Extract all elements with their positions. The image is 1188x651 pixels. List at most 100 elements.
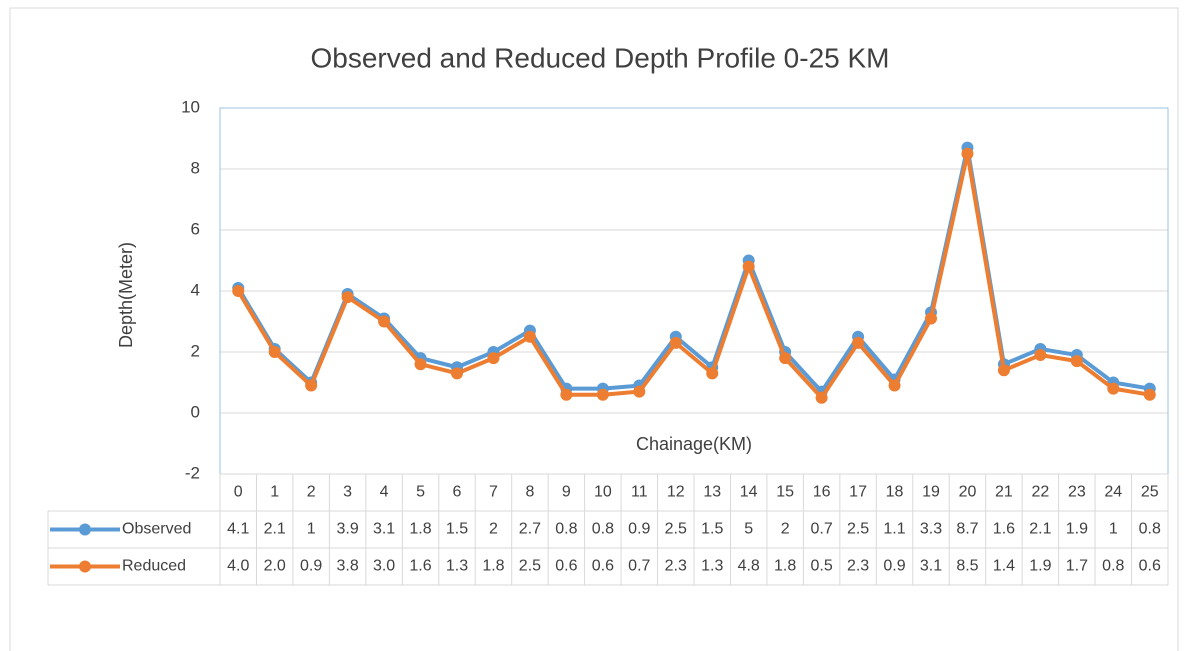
table-value: 1 (1109, 521, 1118, 538)
table-value: 1.6 (993, 521, 1015, 538)
table-value: 4.0 (227, 558, 249, 575)
chart-title: Observed and Reduced Depth Profile 0-25 … (311, 42, 890, 73)
x-tick-label: 5 (416, 484, 425, 501)
table-value: 2.5 (665, 521, 687, 538)
x-tick-label: 6 (453, 484, 462, 501)
series-line (236, 145, 1151, 394)
point (1034, 349, 1047, 362)
point (1070, 355, 1083, 368)
table-value: 4.1 (227, 521, 249, 538)
y-tick-label: 10 (181, 97, 200, 116)
y-tick-label: 8 (191, 158, 200, 177)
x-tick-label: 16 (813, 484, 831, 501)
table-value: 0.7 (628, 558, 650, 575)
table-value: 0.6 (592, 558, 614, 575)
x-tick-label: 19 (922, 484, 940, 501)
table-value: 0.8 (1102, 558, 1124, 575)
table-value: 8.7 (956, 521, 978, 538)
x-tick-label: 20 (959, 484, 977, 501)
point (414, 358, 427, 371)
table-value: 2.5 (847, 521, 869, 538)
point (451, 367, 463, 380)
point (742, 260, 755, 273)
table-value: 1.1 (883, 521, 905, 538)
table-value: 1.5 (701, 521, 723, 538)
table-value: 0.9 (883, 558, 905, 575)
point (596, 388, 609, 401)
x-tick-label: 17 (849, 484, 867, 501)
table-value: 2.1 (264, 521, 286, 538)
x-tick-label: 9 (562, 484, 571, 501)
y-tick-label: -2 (185, 463, 200, 482)
x-tick-label: 1 (270, 484, 279, 501)
x-tick-label: 23 (1068, 484, 1086, 501)
chart-frame (9, 7, 1179, 651)
legend-label: Reduced (122, 558, 186, 575)
point (852, 336, 865, 349)
y-tick-label: 4 (191, 280, 200, 299)
x-tick-label: 7 (489, 484, 498, 501)
table-value: 3.1 (373, 521, 395, 538)
point (997, 364, 1010, 377)
table-value: 0.6 (1139, 558, 1161, 575)
table-value: 5 (744, 521, 753, 538)
point (232, 285, 245, 297)
point (669, 336, 682, 349)
y-tick-label: 0 (191, 402, 200, 421)
table-value: 3.0 (373, 558, 395, 575)
table-value: 0.9 (628, 521, 650, 538)
table-value: 1.3 (701, 558, 723, 575)
table-value: 8.5 (956, 558, 978, 575)
table-value: 2.3 (665, 558, 687, 575)
point (961, 147, 974, 160)
table-value: 1.6 (409, 558, 431, 575)
x-tick-label: 25 (1141, 484, 1159, 501)
table-value: 1 (307, 521, 316, 538)
x-tick-label: 0 (234, 484, 243, 501)
point (1143, 388, 1156, 401)
y-tick-label: 6 (191, 219, 200, 238)
x-tick-label: 14 (740, 484, 758, 501)
table-value: 0.5 (810, 558, 832, 575)
table-value: 1.5 (446, 521, 468, 538)
point (779, 352, 792, 365)
x-tick-label: 21 (995, 484, 1013, 501)
table-value: 3.3 (920, 521, 942, 538)
point (378, 315, 391, 328)
point (888, 379, 901, 392)
x-tick-label: 18 (886, 484, 904, 501)
y-axis-label: Depth(Meter) (116, 242, 136, 348)
x-tick-label: 8 (525, 484, 534, 501)
table-value: 4.8 (738, 558, 760, 575)
series-line (236, 151, 1151, 400)
table-value: 2.7 (519, 521, 541, 538)
table-value: 0.7 (810, 521, 832, 538)
table-value: 0.6 (555, 558, 577, 575)
table-value: 1.8 (409, 521, 431, 538)
x-tick-label: 24 (1104, 484, 1122, 501)
legend-label: Observed (122, 521, 191, 538)
point (268, 346, 281, 358)
table-value: 0.8 (555, 521, 577, 538)
table-value: 2 (489, 521, 498, 538)
table-value: 0.9 (300, 558, 322, 575)
point (305, 379, 318, 392)
legend-marker (79, 523, 91, 536)
point (341, 291, 354, 304)
point (706, 367, 719, 380)
table-value: 0.8 (592, 521, 614, 538)
table-value: 1.3 (446, 558, 468, 575)
point (1107, 382, 1120, 395)
point (815, 391, 828, 404)
point (560, 388, 573, 401)
table-value: 1.8 (774, 558, 796, 575)
table-value: 1.7 (1066, 558, 1088, 575)
x-tick-label: 3 (343, 484, 352, 501)
table-value: 3.1 (920, 558, 942, 575)
table-value: 1.9 (1066, 521, 1088, 538)
x-tick-label: 10 (594, 484, 612, 501)
table-value: 0.8 (1139, 521, 1161, 538)
x-tick-label: 4 (380, 484, 389, 501)
table-value: 1.9 (1029, 558, 1051, 575)
